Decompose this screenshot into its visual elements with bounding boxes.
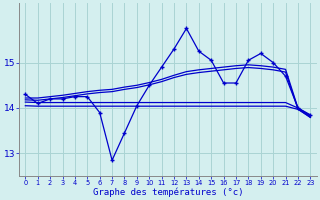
X-axis label: Graphe des températures (°c): Graphe des températures (°c) [92, 187, 243, 197]
